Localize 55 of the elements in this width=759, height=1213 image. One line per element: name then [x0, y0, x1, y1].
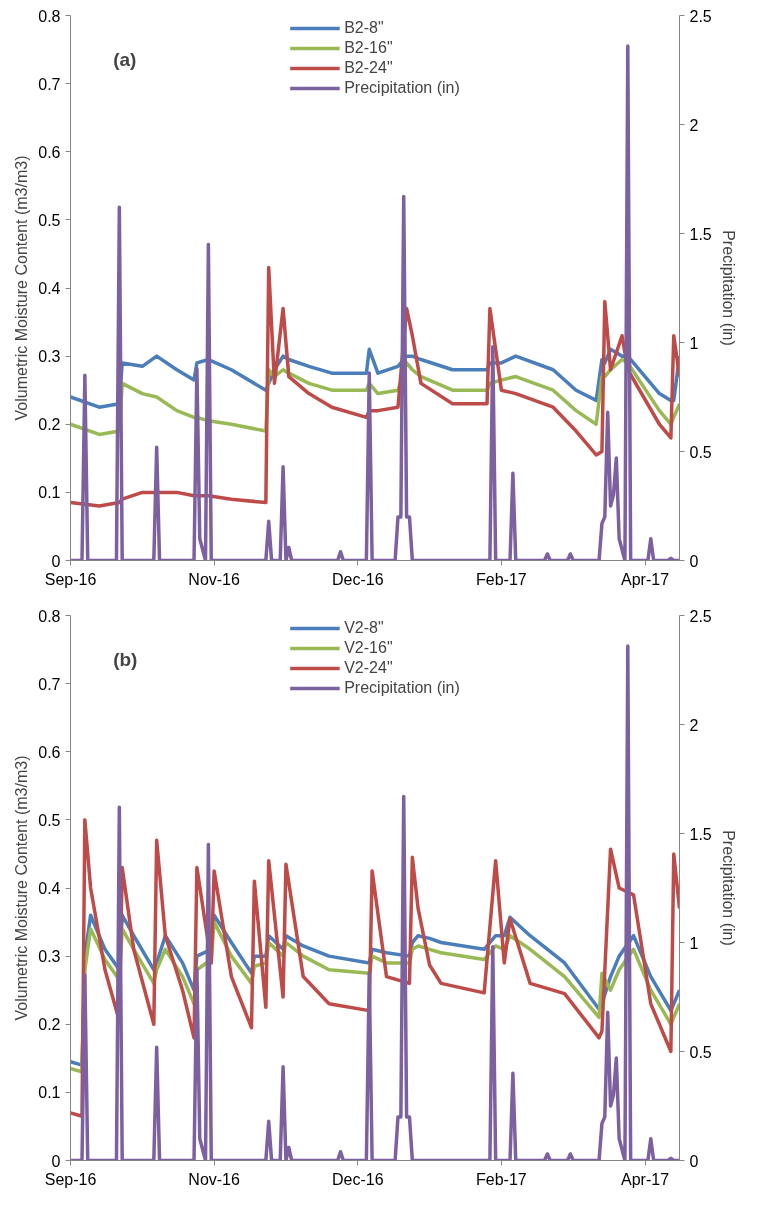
line-series [70, 265, 680, 508]
y-tick-label: 0.4 [38, 280, 61, 297]
y2-tick-label: 1 [689, 934, 699, 952]
x-tick-label: Nov-16 [188, 1170, 241, 1188]
annotation: (b) [113, 649, 138, 670]
x-tick-label: Feb-17 [476, 1170, 527, 1188]
y-tick-label: 0.2 [38, 1016, 61, 1034]
y-tick-label: 0.4 [38, 880, 61, 897]
x-tick-label: Feb-17 [476, 570, 527, 588]
y-tick-label: 0.2 [38, 416, 61, 434]
y-tick-label: 0.5 [38, 211, 61, 229]
y-tick-label: 0.7 [38, 75, 61, 93]
y2-tick-label: 2.5 [689, 7, 712, 25]
y2-tick-label: 2.5 [689, 607, 712, 625]
y-tick-label: 0.6 [38, 743, 61, 761]
y2-tick-label: 2 [689, 116, 699, 134]
y2-tick-label: 0.5 [689, 1043, 712, 1061]
y-tick-label: 0.8 [38, 7, 61, 25]
legend-label: B2-8" [344, 19, 384, 37]
y2-tick-label: 1 [689, 334, 699, 352]
x-tick-label: Nov-16 [188, 570, 241, 588]
y2-axis-title: Precipitation (in) [719, 230, 737, 346]
y-axis-title: Volumetric Moisture Content (m3/m3) [13, 755, 31, 1021]
y-tick-label: 0 [51, 1152, 61, 1170]
x-tick-label: Apr-17 [621, 1170, 670, 1188]
y2-tick-label: 1.5 [689, 825, 712, 843]
x-tick-label: Sep-16 [44, 570, 97, 588]
y-axis-title: Volumetric Moisture Content (m3/m3) [13, 155, 31, 421]
legend-label: V2-16" [344, 639, 393, 657]
y-tick-label: 0.3 [38, 348, 61, 366]
y-tick-label: 0.5 [38, 811, 61, 829]
legend-label: V2-24" [344, 659, 393, 677]
legend-label: V2-8" [344, 619, 384, 637]
annotation: (a) [113, 49, 137, 70]
y2-tick-label: 0.5 [689, 443, 712, 461]
legend-label: B2-24" [344, 59, 393, 77]
y2-tick-label: 0 [689, 552, 699, 570]
y-tick-label: 0.8 [38, 607, 61, 625]
legend-label: Precipitation (in) [344, 679, 460, 697]
y2-tick-label: 2 [689, 716, 699, 734]
y-tick-label: 0 [51, 552, 61, 570]
y-tick-label: 0.1 [38, 484, 61, 502]
legend-label: Precipitation (in) [344, 79, 460, 97]
y-tick-label: 0.7 [38, 675, 61, 693]
x-tick-label: Dec-16 [331, 1170, 384, 1188]
y2-tick-label: 0 [689, 1152, 699, 1170]
x-tick-label: Sep-16 [44, 1170, 97, 1188]
x-tick-label: Dec-16 [331, 570, 384, 588]
x-tick-label: Apr-17 [621, 570, 670, 588]
y2-tick-label: 1.5 [689, 225, 712, 243]
legend-label: B2-16" [344, 39, 393, 57]
y2-axis-title: Precipitation (in) [719, 830, 737, 946]
y-tick-label: 0.1 [38, 1084, 61, 1102]
y-tick-label: 0.3 [38, 948, 61, 966]
y-tick-label: 0.6 [38, 143, 61, 161]
